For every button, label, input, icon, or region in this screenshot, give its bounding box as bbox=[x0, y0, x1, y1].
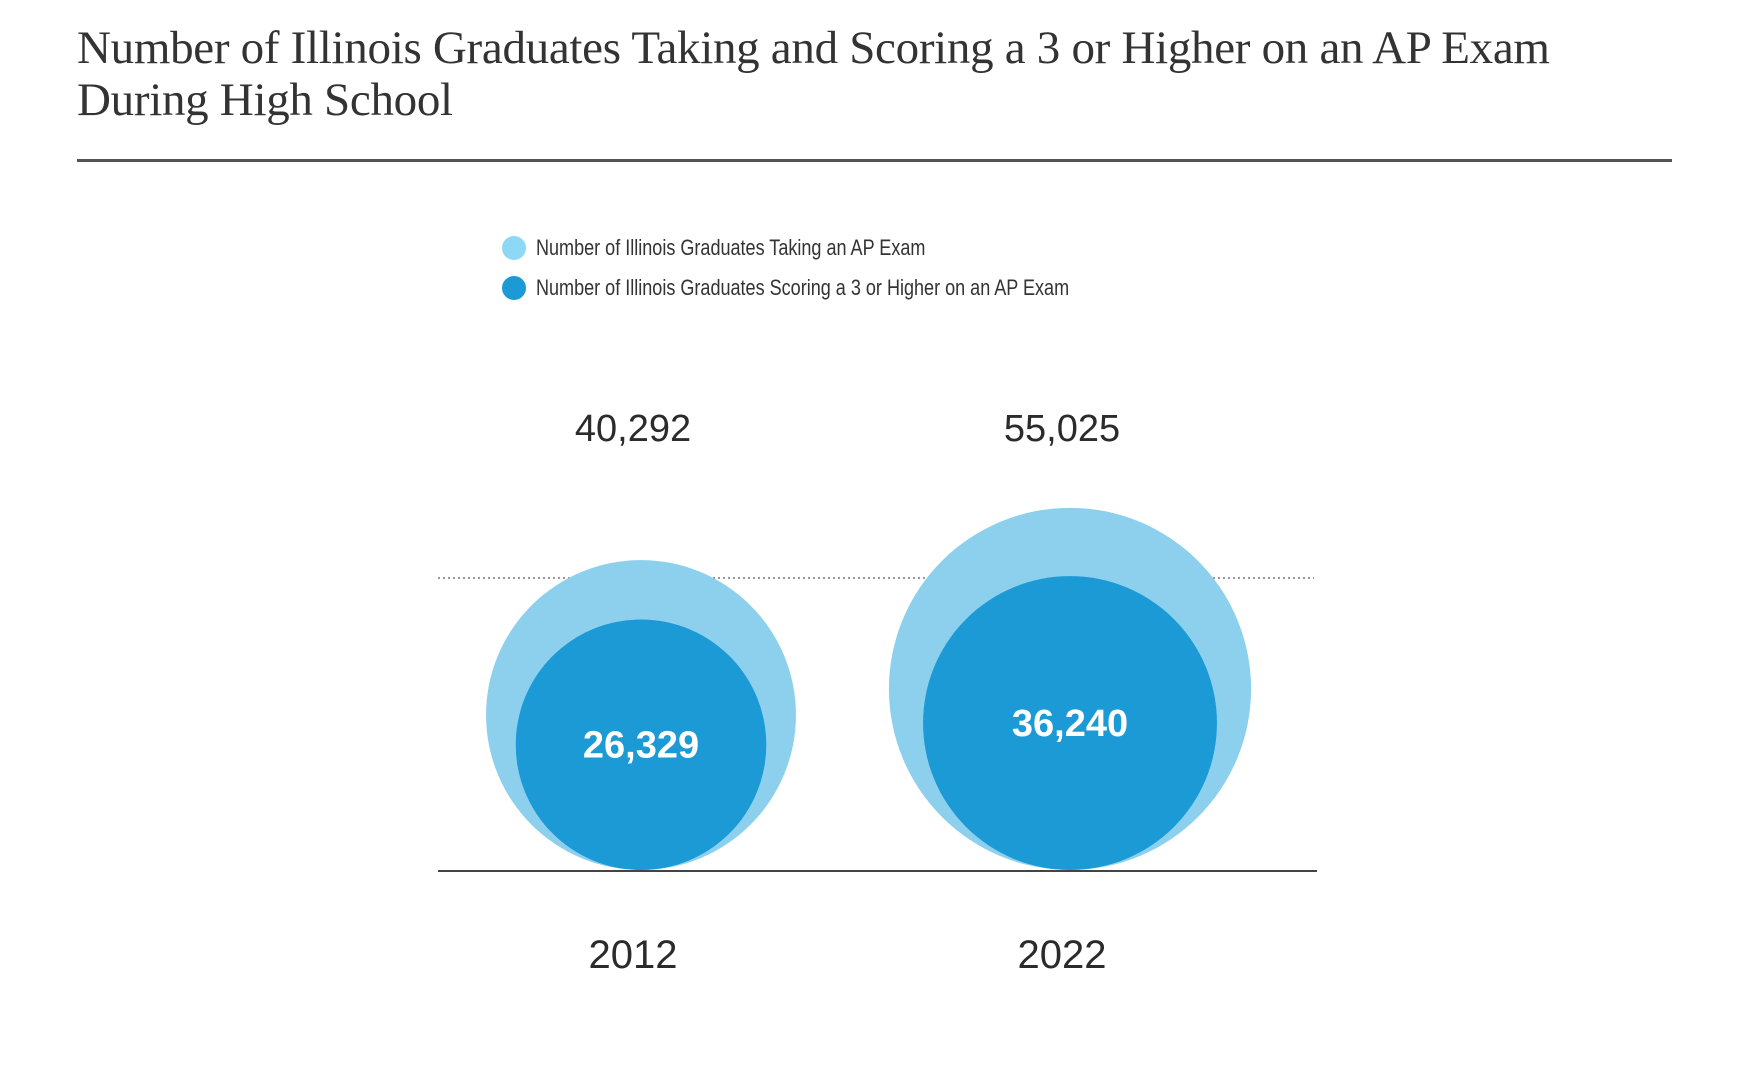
title-divider bbox=[77, 159, 1672, 162]
legend-dot-taking bbox=[502, 236, 526, 260]
chart-title: Number of Illinois Graduates Taking and … bbox=[77, 22, 1550, 126]
legend-item-taking: Number of Illinois Graduates Taking an A… bbox=[502, 228, 1186, 268]
value-label-taking-2012: 40,292 bbox=[575, 408, 691, 450]
legend-label-taking: Number of Illinois Graduates Taking an A… bbox=[536, 235, 926, 260]
bubble-scoring-2012 bbox=[515, 619, 767, 870]
value-label-scoring-2012: 26,329 bbox=[583, 725, 699, 767]
value-label-taking-2022: 55,025 bbox=[1004, 408, 1120, 450]
x-tick-label-2012: 2012 bbox=[589, 933, 678, 977]
legend-item-scoring: Number of Illinois Graduates Scoring a 3… bbox=[502, 268, 1186, 308]
legend: Number of Illinois Graduates Taking an A… bbox=[502, 228, 1186, 308]
legend-label-scoring: Number of Illinois Graduates Scoring a 3… bbox=[536, 275, 1070, 300]
value-label-scoring-2022: 36,240 bbox=[1012, 703, 1128, 745]
x-tick-label-2022: 2022 bbox=[1018, 933, 1107, 977]
legend-dot-scoring bbox=[502, 276, 526, 300]
bubble-scoring-2022 bbox=[923, 576, 1217, 870]
